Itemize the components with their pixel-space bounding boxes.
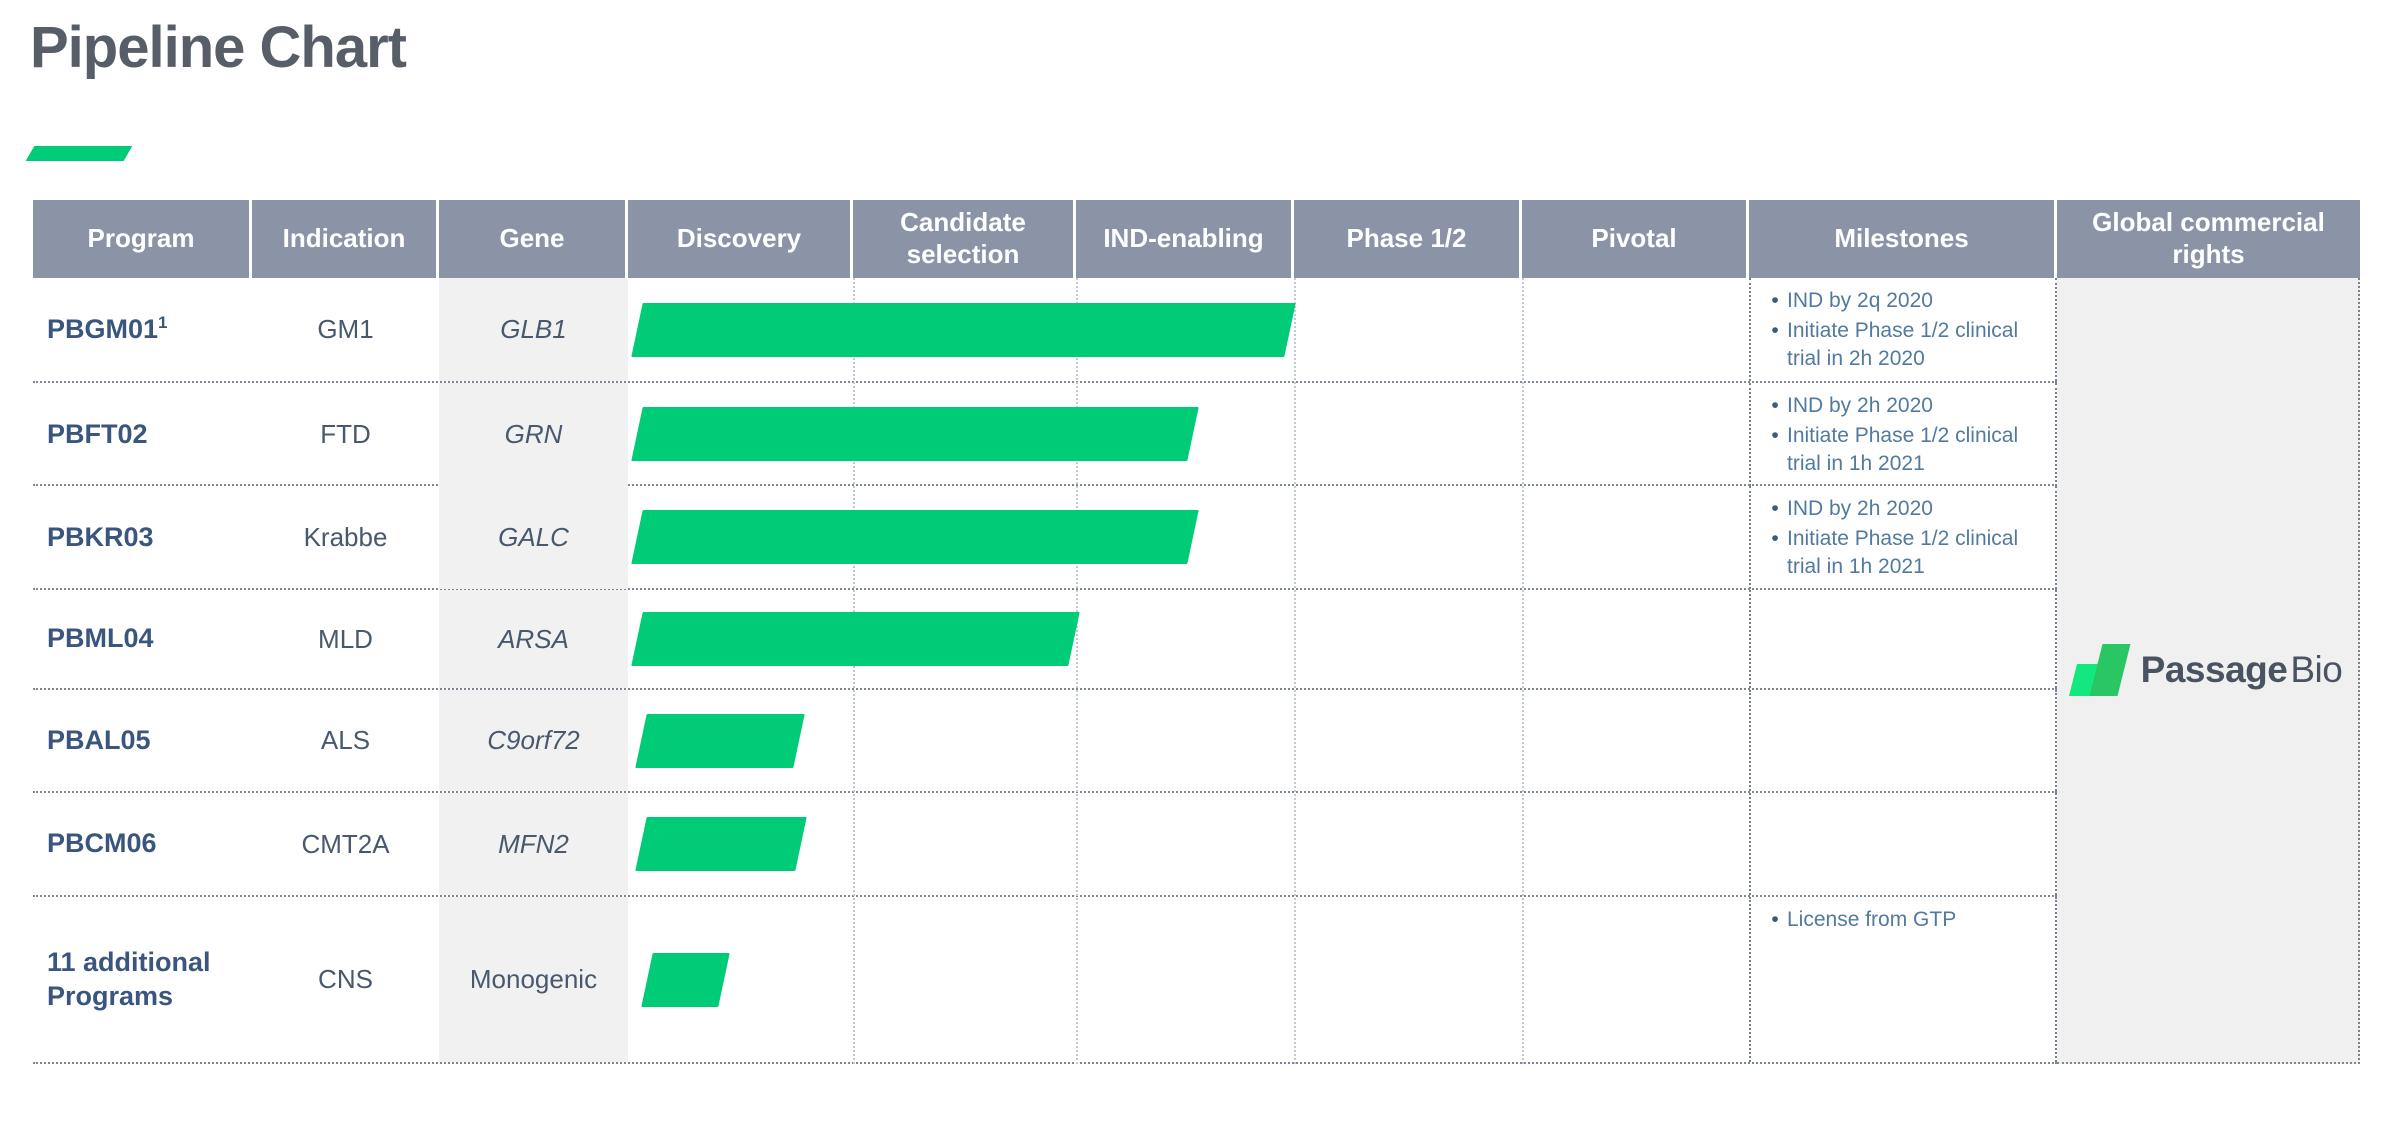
header-milestones: Milestones [1749,200,2057,278]
program-name: 11 additional Programs [47,946,211,1011]
progress-bar [641,952,730,1007]
footnote-marker: 1 [158,312,168,332]
progress-track [628,690,1749,791]
column-divider-candidate-ind [1076,278,1078,1064]
bullet-icon: • [1771,423,1779,447]
table-row: PBKR03 Krabbe GALC • IND by 2h 2020 • Init… [33,486,2057,590]
indication-value: CNS [318,964,373,994]
table-row: PBGM011 GM1 GLB1 • IND by 2q 2020 • Initia… [33,278,2057,383]
milestones-cell: • License from GTP [1749,897,2057,1062]
milestone-item: • License from GTP [1763,906,2049,934]
table-row: PBFT02 FTD GRN • IND by 2h 2020 • Initiate… [33,383,2057,486]
progress-bar [631,302,1296,357]
header-program: Program [33,200,252,278]
passage-bio-logo: PassageBio [2068,643,2343,697]
progress-track [628,793,1749,895]
program-name: PBAL05 [47,724,151,755]
page-title: Pipeline Chart [30,15,407,80]
header-candidate-selection: Candidate selection [853,200,1076,278]
column-divider-discovery-candidate [853,278,855,1064]
header-global-commercial-rights: Global commercial rights [2057,200,2360,278]
milestones-cell [1749,590,2057,688]
gene-value: GRN [439,383,628,486]
progress-track [628,278,1749,381]
gene-value: GLB1 [439,278,628,381]
header-indication: Indication [252,200,439,278]
milestones-cell [1749,793,2057,895]
header-discovery: Discovery [628,200,853,278]
progress-track [628,486,1749,589]
column-divider-ind-phase12 [1294,278,1296,1064]
milestones-cell: • IND by 2h 2020 • Initiate Phase 1/2 clin… [1749,486,2057,589]
column-divider-phase12-pivotal [1522,278,1524,1064]
table-row: 11 additional Programs CNS Monogenic • Li… [33,897,2057,1064]
indication-value: GM1 [317,314,374,344]
program-name: PBGM011 [47,312,168,344]
milestone-item: • Initiate Phase 1/2 clinical trial in 1h… [1763,525,2049,581]
gene-value: C9orf72 [439,690,628,791]
gene-value: MFN2 [439,793,628,895]
program-name: PBCM06 [47,828,157,859]
passage-bio-logo-text: PassageBio [2140,649,2343,690]
program-name: PBFT02 [47,418,148,449]
milestones-cell: • IND by 2q 2020 • Initiate Phase 1/2 clin… [1749,278,2057,381]
progress-bar [631,407,1199,462]
gene-value: ARSA [439,590,628,688]
milestone-item: • IND by 2h 2020 [1763,495,2049,523]
bullet-icon: • [1771,497,1779,520]
progress-track [628,590,1749,688]
table-header-row: Program Indication Gene Discovery Candid… [33,200,2360,278]
program-name: PBKR03 [47,521,154,552]
pipeline-table: Program Indication Gene Discovery Candid… [33,200,2360,1064]
header-gene: Gene [439,200,628,278]
indication-value: ALS [320,725,371,755]
bullet-icon: • [1771,394,1779,417]
indication-value: Krabbe [303,521,388,552]
gene-value: GALC [439,486,628,589]
milestones-cell: • IND by 2h 2020 • Initiate Phase 1/2 clin… [1749,383,2057,486]
bullet-icon: • [1771,289,1779,312]
table-row: PBCM06 CMT2A MFN2 [33,793,2057,897]
bullet-icon: • [1771,318,1779,342]
progress-bar [631,510,1199,565]
progress-bar [631,612,1080,666]
milestone-item: • IND by 2q 2020 [1763,287,2049,315]
bullet-icon: • [1771,908,1779,931]
progress-bar [635,817,807,871]
indication-value: CMT2A [301,828,390,859]
header-phase-1-2: Phase 1/2 [1294,200,1522,278]
title-accent-bar [25,146,133,161]
table-body: PBGM011 GM1 GLB1 • IND by 2q 2020 • Initia… [33,278,2360,1064]
gene-value: Monogenic [439,897,628,1062]
table-row: PBML04 MLD ARSA [33,590,2057,690]
progress-track [628,383,1749,486]
header-ind-enabling: IND-enabling [1076,200,1294,278]
indication-value: FTD [320,418,371,449]
indication-value: MLD [318,623,373,654]
global-commercial-rights-cell: PassageBio [2057,278,2360,1064]
header-pivotal: Pivotal [1522,200,1749,278]
milestone-item: • IND by 2h 2020 [1763,392,2049,420]
passage-bio-logo-icon [2068,643,2131,697]
progress-track [628,897,1749,1062]
bullet-icon: • [1771,526,1779,550]
program-name: PBML04 [47,623,154,654]
milestones-cell [1749,690,2057,791]
progress-bar [635,713,805,768]
milestone-item: • Initiate Phase 1/2 clinical trial in 1h… [1763,422,2049,478]
table-row: PBAL05 ALS C9orf72 [33,690,2057,793]
milestone-item: • Initiate Phase 1/2 clinical trial in 2h… [1763,317,2049,373]
